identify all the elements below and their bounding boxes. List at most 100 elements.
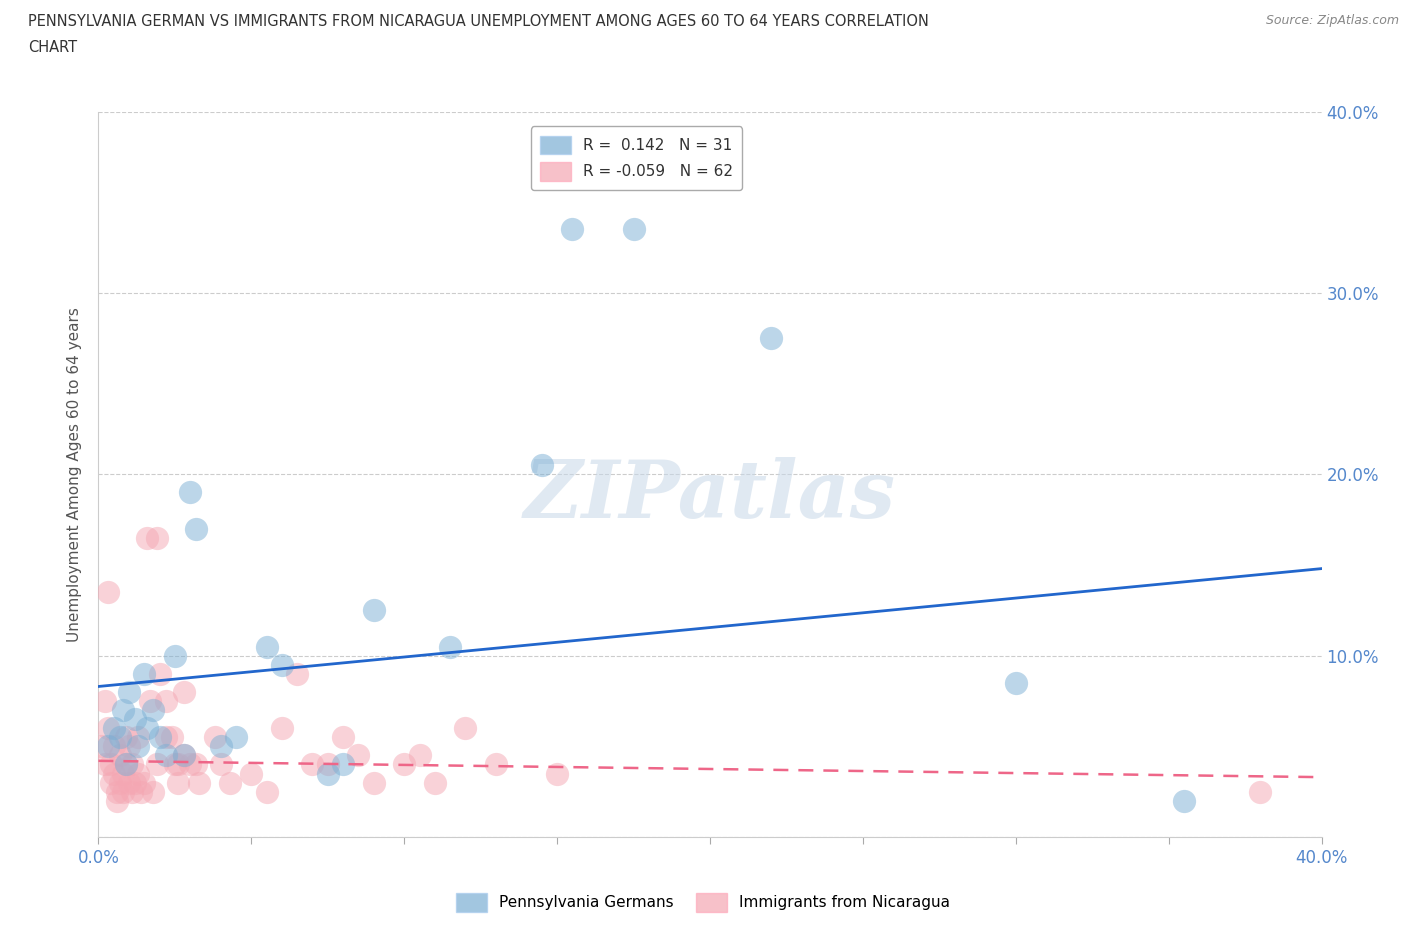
Point — [240, 766, 263, 781]
Point — [103, 721, 125, 736]
Point — [179, 757, 201, 772]
Legend: R =  0.142   N = 31, R = -0.059   N = 62: R = 0.142 N = 31, R = -0.059 N = 62 — [531, 126, 742, 190]
Point — [115, 757, 138, 772]
Point — [115, 730, 138, 745]
Point — [139, 694, 162, 709]
Point — [105, 793, 128, 808]
Point — [546, 766, 568, 781]
Point — [93, 694, 115, 709]
Point — [97, 738, 120, 753]
Point — [108, 730, 131, 745]
Point — [408, 748, 430, 763]
Point — [155, 694, 177, 709]
Text: CHART: CHART — [28, 40, 77, 55]
Point — [219, 776, 242, 790]
Point — [1249, 784, 1271, 799]
Point — [121, 784, 143, 799]
Point — [270, 721, 292, 736]
Point — [439, 639, 461, 654]
Point — [423, 776, 446, 790]
Point — [186, 757, 208, 772]
Point — [155, 748, 177, 763]
Point — [93, 757, 115, 772]
Point — [392, 757, 416, 772]
Point — [129, 784, 152, 799]
Text: PENNSYLVANIA GERMAN VS IMMIGRANTS FROM NICARAGUA UNEMPLOYMENT AMONG AGES 60 TO 6: PENNSYLVANIA GERMAN VS IMMIGRANTS FROM N… — [28, 14, 929, 29]
Point — [167, 757, 190, 772]
Point — [759, 331, 782, 346]
Point — [623, 222, 645, 237]
Point — [179, 485, 201, 500]
Point — [188, 776, 211, 790]
Point — [316, 766, 339, 781]
Point — [90, 738, 112, 753]
Point — [1004, 675, 1026, 690]
Point — [454, 721, 477, 736]
Point — [209, 738, 232, 753]
Legend: Pennsylvania Germans, Immigrants from Nicaragua: Pennsylvania Germans, Immigrants from Ni… — [450, 887, 956, 918]
Point — [145, 530, 167, 545]
Point — [100, 757, 122, 772]
Point — [186, 521, 208, 536]
Point — [134, 666, 156, 681]
Point — [111, 766, 134, 781]
Point — [530, 458, 553, 472]
Point — [173, 684, 195, 699]
Point — [142, 784, 165, 799]
Point — [163, 648, 186, 663]
Point — [1173, 793, 1195, 808]
Point — [111, 703, 134, 718]
Point — [173, 748, 195, 763]
Point — [363, 776, 385, 790]
Point — [121, 757, 143, 772]
Point — [136, 530, 159, 545]
Point — [332, 757, 354, 772]
Point — [363, 603, 385, 618]
Point — [127, 730, 149, 745]
Point — [108, 776, 131, 790]
Point — [155, 730, 177, 745]
Point — [145, 757, 167, 772]
Point — [118, 738, 141, 753]
Point — [347, 748, 370, 763]
Point — [256, 784, 278, 799]
Point — [256, 639, 278, 654]
Point — [163, 757, 186, 772]
Point — [118, 776, 141, 790]
Point — [149, 666, 172, 681]
Point — [97, 585, 120, 600]
Point — [485, 757, 508, 772]
Point — [103, 738, 125, 753]
Point — [97, 721, 120, 736]
Point — [127, 738, 149, 753]
Point — [316, 757, 339, 772]
Point — [100, 776, 122, 790]
Point — [127, 766, 149, 781]
Point — [561, 222, 583, 237]
Point — [134, 776, 156, 790]
Point — [124, 776, 146, 790]
Point — [103, 766, 125, 781]
Point — [270, 658, 292, 672]
Point — [118, 684, 141, 699]
Point — [108, 748, 131, 763]
Point — [173, 748, 195, 763]
Text: ZIPatlas: ZIPatlas — [524, 458, 896, 535]
Point — [111, 784, 134, 799]
Point — [149, 730, 172, 745]
Point — [115, 757, 138, 772]
Point — [160, 730, 183, 745]
Point — [332, 730, 354, 745]
Point — [142, 703, 165, 718]
Point — [209, 757, 232, 772]
Y-axis label: Unemployment Among Ages 60 to 64 years: Unemployment Among Ages 60 to 64 years — [67, 307, 83, 642]
Point — [136, 721, 159, 736]
Point — [105, 784, 128, 799]
Point — [167, 776, 190, 790]
Point — [124, 711, 146, 726]
Point — [225, 730, 247, 745]
Text: Source: ZipAtlas.com: Source: ZipAtlas.com — [1265, 14, 1399, 27]
Point — [204, 730, 226, 745]
Point — [301, 757, 323, 772]
Point — [285, 666, 308, 681]
